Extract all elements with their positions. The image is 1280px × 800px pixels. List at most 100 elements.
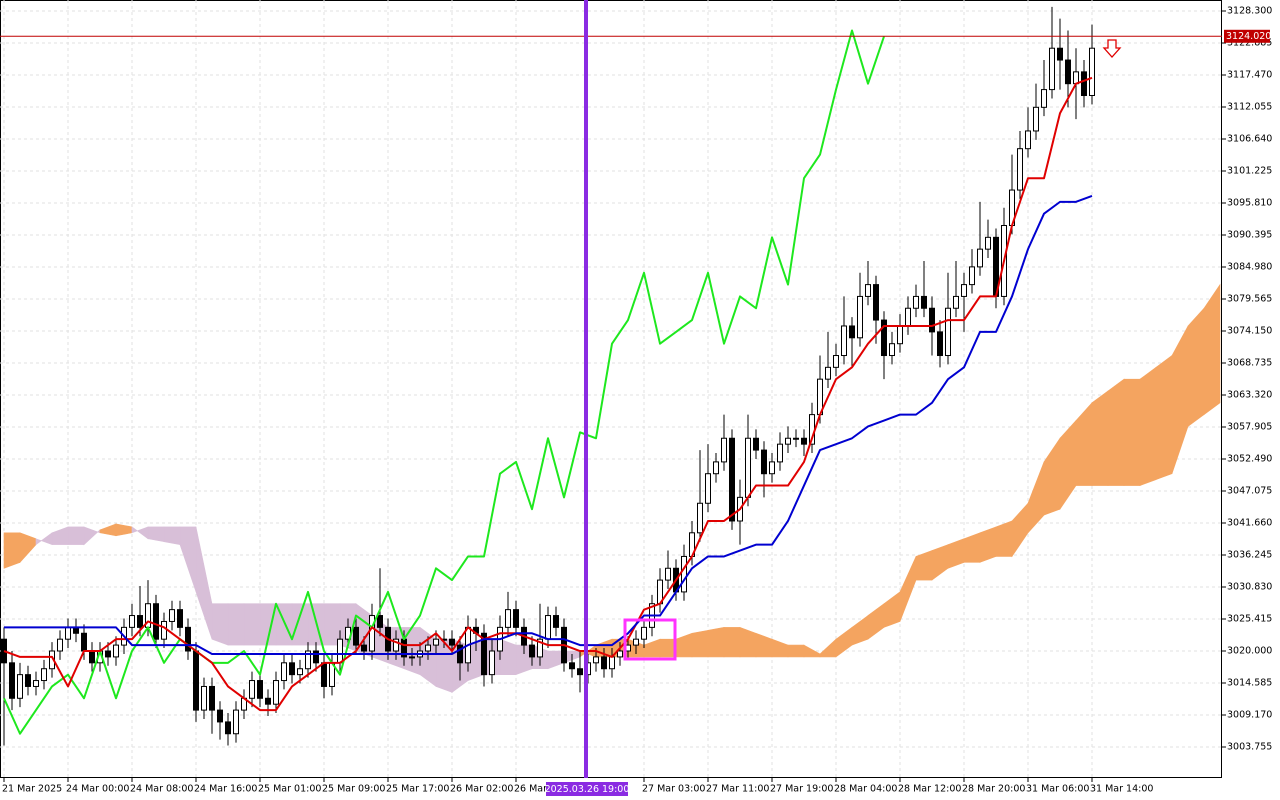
y-tick-label: 3068.735 xyxy=(1227,357,1272,368)
candle-body xyxy=(353,626,359,646)
candle-body xyxy=(273,680,279,705)
cloud-segment xyxy=(995,520,1013,557)
candle-body xyxy=(57,638,63,652)
candle-body xyxy=(17,674,23,699)
cloud-segment xyxy=(163,526,181,545)
candle-body xyxy=(393,638,399,652)
candle-body xyxy=(1089,47,1095,96)
candle-body xyxy=(1025,130,1031,150)
x-tick-label: 31 Mar 14:00 xyxy=(1090,784,1153,795)
x-tick-label: 27 Mar 19:00 xyxy=(770,784,833,795)
y-tick-label: 3020.000 xyxy=(1227,646,1272,657)
candle-body xyxy=(881,319,887,357)
candle-body xyxy=(193,650,199,711)
candle-body xyxy=(217,709,223,723)
candle-body xyxy=(665,567,671,581)
candle-body xyxy=(929,307,935,333)
y-tick-label: 3025.415 xyxy=(1227,614,1272,625)
y-tick-label: 3117.470 xyxy=(1227,69,1272,80)
candle-body xyxy=(489,650,495,676)
cloud-segment xyxy=(1155,354,1173,481)
candle-body xyxy=(545,615,551,640)
cloud-segment xyxy=(67,526,85,545)
candle-body xyxy=(1065,59,1071,85)
candle-body xyxy=(153,603,159,640)
candle-body xyxy=(593,656,599,664)
x-tick-label: 26 Mar xyxy=(514,784,547,795)
candle-body xyxy=(65,626,71,640)
candle-body xyxy=(321,662,327,687)
cloud-segment xyxy=(291,603,309,646)
cloud-segment xyxy=(1139,366,1157,486)
candle-body xyxy=(177,609,183,628)
cloud-segment xyxy=(227,603,245,646)
candle-body xyxy=(897,325,903,345)
candle-body xyxy=(81,632,87,652)
y-tick-label: 3101.225 xyxy=(1227,165,1272,176)
candle-body xyxy=(169,609,175,622)
candle-body xyxy=(873,284,879,321)
candle-body xyxy=(513,609,519,628)
candle-body xyxy=(769,461,775,475)
current-price-label: 3124.020 xyxy=(1226,31,1271,42)
x-tick-label: 27 Mar 03:00 xyxy=(642,784,705,795)
candle-body xyxy=(793,437,799,440)
candle-body xyxy=(577,668,583,676)
candle-body xyxy=(785,437,791,445)
highlight-box xyxy=(623,618,677,661)
cloud-segment xyxy=(1203,283,1221,416)
candle-body xyxy=(425,644,431,652)
candle-body xyxy=(529,644,535,658)
x-tick-label: 24 Mar 00:00 xyxy=(66,784,129,795)
x-tick-label: 31 Mar 06:00 xyxy=(1026,784,1089,795)
candle-body xyxy=(1033,106,1039,132)
candle-body xyxy=(961,284,967,297)
cloud-segment xyxy=(979,526,997,563)
candle-body xyxy=(729,437,735,522)
candle-body xyxy=(937,331,943,357)
y-tick-label: 3057.905 xyxy=(1227,421,1272,432)
candle-body xyxy=(801,437,807,445)
candle-body xyxy=(433,638,439,646)
candle-body xyxy=(833,355,839,368)
candle-body xyxy=(1057,47,1063,61)
cloud-segment xyxy=(723,627,741,658)
sell-arrow xyxy=(1102,39,1122,58)
candle-body xyxy=(289,662,295,676)
y-tick-label: 3112.055 xyxy=(1227,101,1272,112)
candle-body xyxy=(305,650,311,670)
candle-body xyxy=(553,615,559,628)
y-tick-label: 3063.320 xyxy=(1227,389,1272,400)
y-tick-label: 3030.830 xyxy=(1227,582,1272,593)
candle-body xyxy=(985,236,991,250)
axes: 3128.300 3122.885 3117.470 3112.055 3106.640… xyxy=(0,5,1272,795)
candle-body xyxy=(377,615,383,628)
x-tick-label: 25 Mar 17:00 xyxy=(386,784,449,795)
candle-body xyxy=(633,638,639,646)
cloud-segment xyxy=(707,627,725,658)
candle-body xyxy=(641,626,647,640)
candle-body xyxy=(761,449,767,475)
candle-body xyxy=(249,680,255,699)
cloud xyxy=(3,283,1221,693)
candle-body xyxy=(129,615,135,628)
cloud-segment xyxy=(1187,307,1205,428)
cursor-label: 2025.03.26 19:00 xyxy=(545,784,630,795)
candle-body xyxy=(601,656,607,670)
candle-body xyxy=(265,697,271,705)
cloud-segment xyxy=(1123,378,1141,486)
candle-body xyxy=(1017,148,1023,191)
candle-body xyxy=(225,721,231,735)
candle-body xyxy=(9,662,15,699)
candle-body xyxy=(361,644,367,652)
candle-body xyxy=(449,638,455,646)
candle-body xyxy=(705,473,711,504)
cloud-segment xyxy=(147,526,165,543)
cloud-segment xyxy=(243,603,261,646)
y-tick-label: 3079.565 xyxy=(1227,293,1272,304)
candle-body xyxy=(313,650,319,664)
x-tick-label: 27 Mar 11:00 xyxy=(706,784,769,795)
candle-body xyxy=(913,295,919,309)
